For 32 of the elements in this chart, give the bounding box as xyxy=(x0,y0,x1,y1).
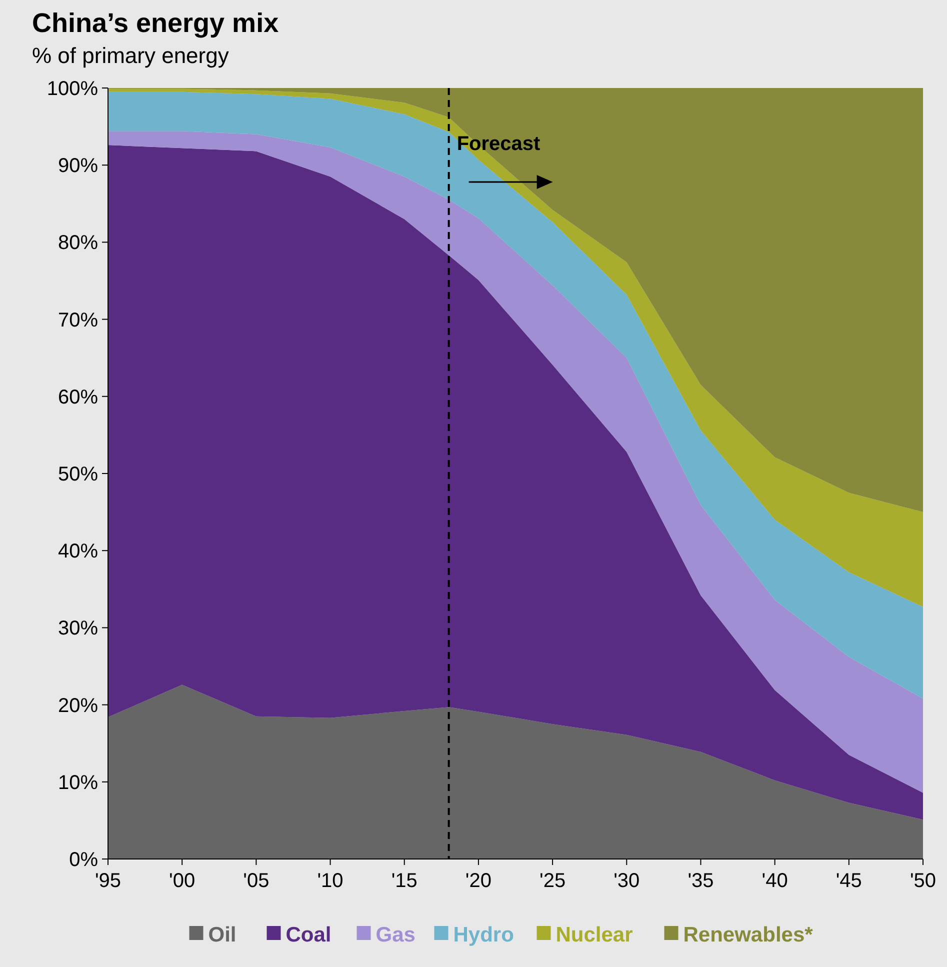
legend-label: Coal xyxy=(286,923,332,946)
legend-label: Oil xyxy=(208,923,236,946)
legend-label: Renewables* xyxy=(683,923,814,946)
x-tick-label: '00 xyxy=(169,870,196,892)
chart-title: China’s energy mix xyxy=(32,8,279,38)
x-tick-label: '95 xyxy=(94,870,122,892)
y-tick-label: 30% xyxy=(58,618,98,640)
y-tick-label: 0% xyxy=(69,849,98,871)
chart-subtitle: % of primary energy xyxy=(32,43,229,68)
x-tick-label: '50 xyxy=(910,870,936,892)
x-tick-label: '05 xyxy=(243,870,270,892)
x-tick-label: '20 xyxy=(465,870,492,892)
y-tick-label: 60% xyxy=(58,386,98,408)
legend-label: Hydro xyxy=(453,923,514,946)
y-tick-label: 90% xyxy=(58,155,98,178)
x-tick-label: '30 xyxy=(614,870,640,892)
x-tick-label: '40 xyxy=(762,870,788,892)
annotation: Forecast xyxy=(456,133,541,155)
y-tick-label: 50% xyxy=(58,464,98,486)
x-tick-label: '15 xyxy=(391,870,418,892)
x-tick-label: '45 xyxy=(836,870,862,892)
y-tick-label: 20% xyxy=(58,694,98,717)
y-tick-label: 80% xyxy=(58,232,98,254)
x-tick-label: '25 xyxy=(540,870,566,892)
y-tick-label: 70% xyxy=(58,309,98,332)
y-tick-label: 40% xyxy=(58,540,98,563)
y-tick-label: 10% xyxy=(58,772,98,794)
x-tick-label: '10 xyxy=(317,870,344,892)
legend-label: Gas xyxy=(376,923,416,946)
legend-label: Nuclear xyxy=(556,923,633,946)
y-tick-label: 100% xyxy=(46,78,98,100)
x-tick-label: '35 xyxy=(688,870,714,892)
